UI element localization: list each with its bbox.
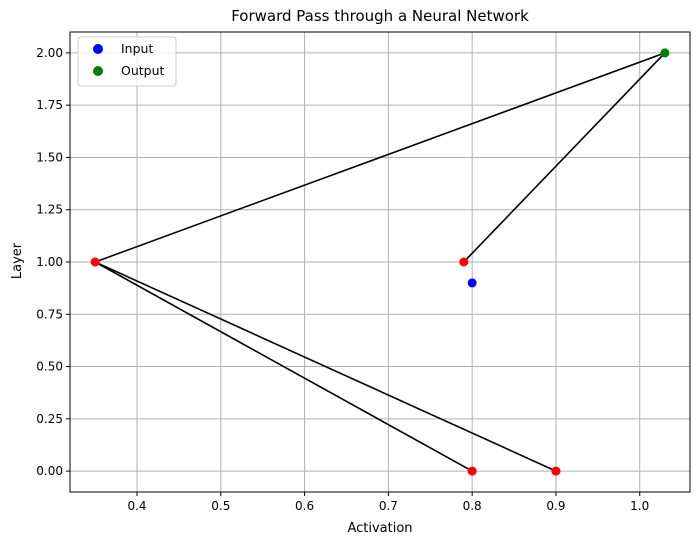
y-tick-label: 0.25 bbox=[36, 412, 63, 426]
input-point bbox=[467, 278, 477, 288]
x-tick-label: 0.7 bbox=[379, 499, 398, 513]
data-points bbox=[90, 48, 670, 476]
x-tick-label: 0.4 bbox=[127, 499, 146, 513]
x-tick-label: 1.0 bbox=[630, 499, 649, 513]
x-tick-label: 0.6 bbox=[295, 499, 314, 513]
legend-marker-input bbox=[93, 44, 103, 54]
legend-label-output: Output bbox=[121, 63, 165, 78]
connection-line bbox=[94, 52, 666, 263]
y-tick-label: 1.25 bbox=[36, 203, 63, 217]
x-tick-label: 0.9 bbox=[546, 499, 565, 513]
y-tick-label: 0.75 bbox=[36, 307, 63, 321]
connection-line bbox=[94, 261, 473, 472]
connection-line bbox=[94, 261, 557, 472]
hidden-node-point bbox=[459, 257, 469, 267]
hidden-node-point bbox=[467, 466, 477, 476]
x-axis-label: Activation bbox=[347, 521, 412, 536]
connection-line bbox=[462, 52, 666, 263]
legend: Input Output bbox=[77, 36, 177, 87]
x-tick-label: 0.5 bbox=[211, 499, 230, 513]
y-axis-ticks: 0.00 0.25 0.50 0.75 1.00 1.25 1.50 1.75 2.00 bbox=[36, 46, 70, 478]
connection-lines bbox=[94, 52, 666, 472]
x-tick-label: 0.8 bbox=[463, 499, 482, 513]
y-tick-label: 0.50 bbox=[36, 360, 63, 374]
legend-marker-output bbox=[93, 66, 103, 76]
x-axis-ticks: 0.4 0.5 0.6 0.7 0.8 0.9 1.0 bbox=[127, 492, 649, 513]
y-tick-label: 1.00 bbox=[36, 255, 63, 269]
y-tick-label: 0.00 bbox=[36, 464, 63, 478]
y-tick-label: 1.50 bbox=[36, 150, 63, 164]
hidden-node-point bbox=[90, 257, 100, 267]
hidden-node-point bbox=[551, 466, 561, 476]
y-axis-label: Layer bbox=[10, 242, 25, 279]
output-point bbox=[660, 48, 670, 58]
chart-title: Forward Pass through a Neural Network bbox=[231, 7, 529, 25]
y-tick-label: 2.00 bbox=[36, 46, 63, 60]
legend-label-input: Input bbox=[121, 41, 153, 56]
y-tick-label: 1.75 bbox=[36, 98, 63, 112]
